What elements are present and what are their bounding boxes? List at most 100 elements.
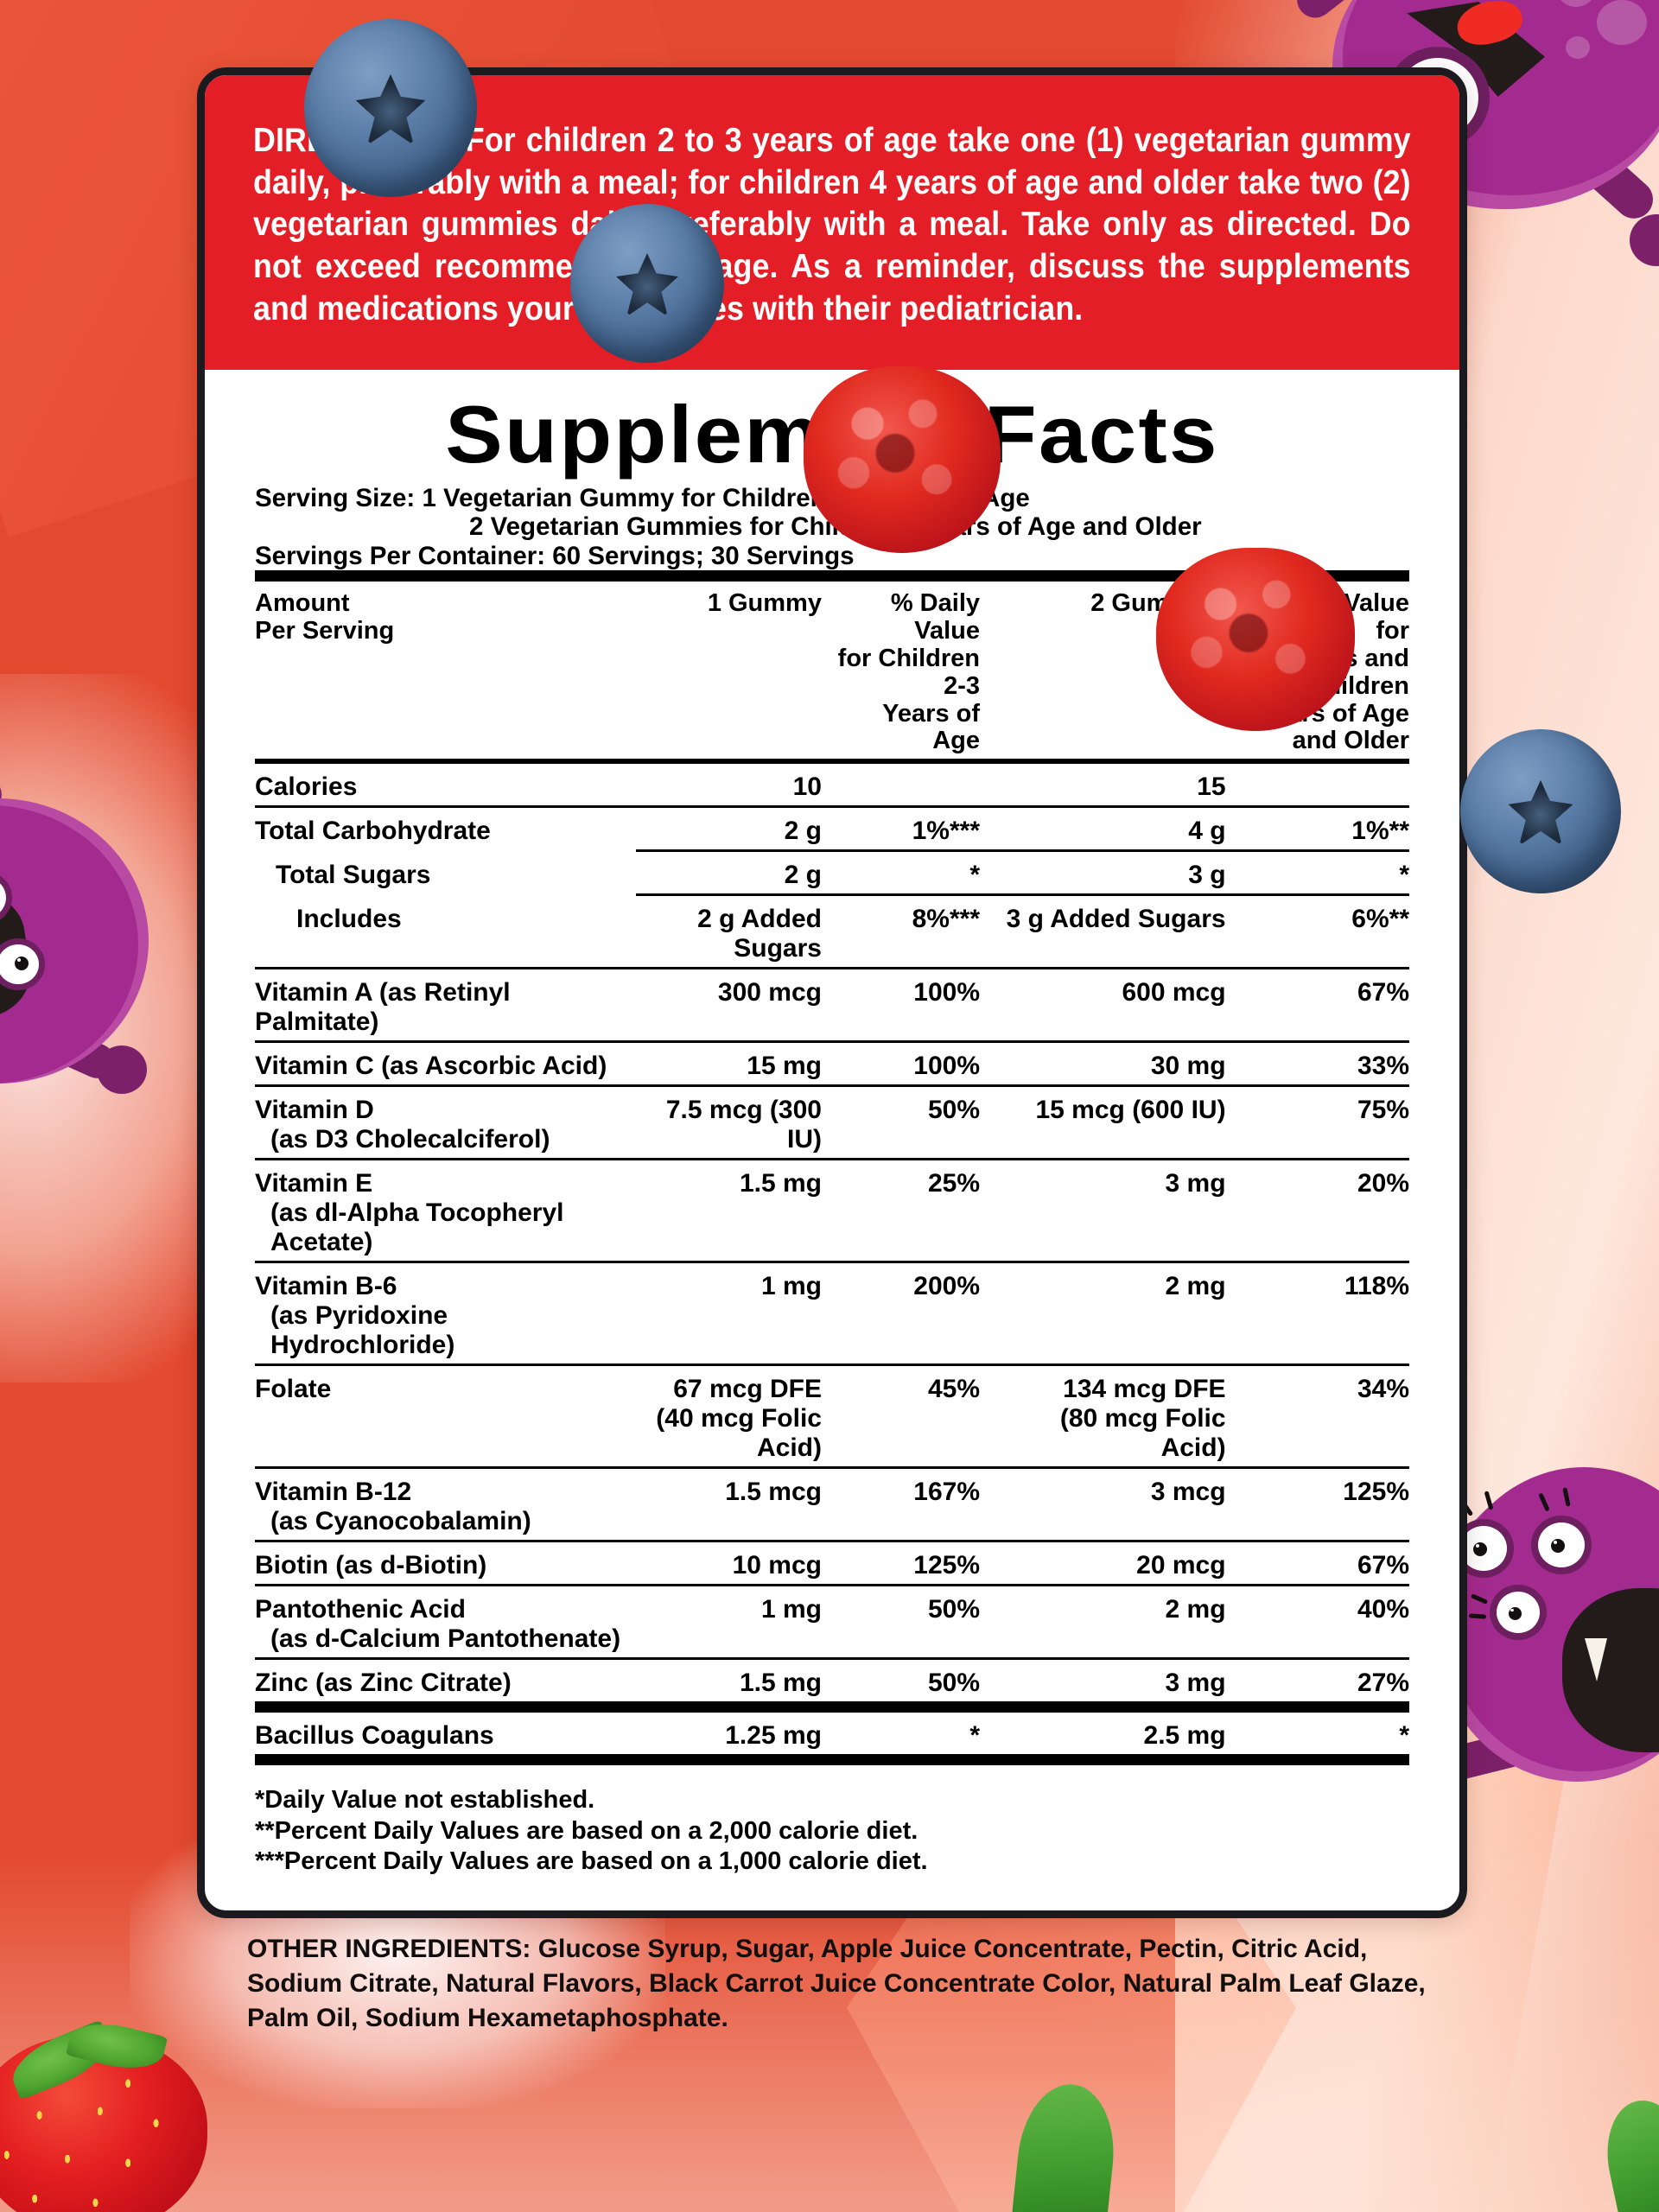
- row-name: Vitamin B-12 (as Cyanocobalamin): [255, 1475, 636, 1541]
- row-b-amount: 4 g: [1188, 817, 1226, 846]
- row-source: (as dl-Alpha Tocopheryl Acetate): [270, 1198, 564, 1257]
- row-source: (as Cyanocobalamin): [270, 1507, 531, 1536]
- row-name: Vitamin D (as D3 Cholecalciferol): [255, 1093, 636, 1160]
- row-b-amount: 134 mcg DFE (80 mcg Folic Acid): [994, 1372, 1236, 1468]
- divider-line: [255, 1657, 1409, 1667]
- table-row-divider: [255, 893, 1409, 903]
- row-a-amount: 1.5 mg: [739, 1669, 822, 1698]
- row-b-dv: 33%: [1357, 1052, 1409, 1081]
- divider-gap: [255, 895, 636, 903]
- table-rule-bottom: [255, 1754, 1409, 1772]
- row-name: Pantothenic Acid (as d-Calcium Pantothena…: [255, 1592, 636, 1659]
- row-b-amount: 3 mcg: [1150, 1478, 1226, 1507]
- table-row: Vitamin C (as Ascorbic Acid) 15 mg 100% 30 …: [255, 1049, 1409, 1086]
- row-a-dv: 8%***: [912, 905, 981, 934]
- row-a-dv: 50%: [927, 1096, 981, 1125]
- monster-spot-icon: [1597, 0, 1647, 45]
- header-col-b-dv-line-4: and Older: [1292, 727, 1409, 755]
- header-amount-line-1: Amount: [255, 588, 350, 617]
- row-b-dv: 40%: [1357, 1595, 1409, 1624]
- row-a-amount: 2 g: [784, 861, 822, 890]
- row-name: Vitamin B-6 (as Pyridoxine Hydrochloride): [255, 1269, 636, 1365]
- row-a-amount: 1.25 mg: [725, 1721, 822, 1751]
- divider-line: [255, 1584, 1409, 1593]
- row-b-amount: 3 g Added Sugars: [1006, 905, 1226, 934]
- row-source: (as D3 Cholecalciferol): [270, 1125, 550, 1154]
- row-a-dv: 25%: [927, 1169, 981, 1198]
- row-b-dv: 67%: [1357, 1551, 1409, 1580]
- row-a-dv: [832, 770, 994, 807]
- table-row-divider: [255, 1540, 1409, 1549]
- monster-spot-icon: [1557, 0, 1595, 7]
- row-name: Includes: [296, 905, 402, 934]
- table-row: Vitamin D (as D3 Cholecalciferol) 7.5 mcg …: [255, 1093, 1409, 1160]
- table-row-divider: [255, 1261, 1409, 1270]
- row-b-amount: 20 mcg: [1136, 1551, 1226, 1580]
- row-a-dv: *: [969, 861, 981, 890]
- row-a-dv: 45%: [927, 1375, 981, 1404]
- divider-line: [255, 1158, 1409, 1167]
- raspberry-image: [804, 366, 1001, 553]
- footnote: ***Percent Daily Values are based on a 1…: [255, 1847, 928, 1876]
- monster-eye-icon: [1531, 1516, 1592, 1574]
- row-name: Total Sugars: [276, 861, 431, 890]
- row-a-amount: 10 mcg: [732, 1551, 822, 1580]
- row-a-amount: 2 g Added Sugars: [697, 905, 822, 963]
- row-name: Calories: [255, 772, 358, 802]
- row-a-amount-secondary: (40 mcg Folic Acid): [656, 1404, 822, 1463]
- divider-line: [635, 849, 1409, 859]
- divider-line: [255, 1084, 1409, 1094]
- divider-line: [255, 967, 1409, 976]
- table-row-divider: [255, 1158, 1409, 1167]
- table-row: Folate 67 mcg DFE (40 mcg Folic Acid) 45% 13…: [255, 1372, 1409, 1468]
- directions-panel: DIRECTIONS: For children 2 to 3 years of…: [205, 75, 1459, 371]
- row-b-amount: 600 mcg: [1122, 978, 1226, 1007]
- table-row: Vitamin A (as Retinyl Palmitate) 300 mcg 1…: [255, 976, 1409, 1042]
- table-row: Pantothenic Acid (as d-Calcium Pantothena…: [255, 1592, 1409, 1659]
- table-row-divider: [255, 1657, 1409, 1667]
- row-b-amount: 3 mg: [1165, 1669, 1226, 1698]
- row-a-amount: 300 mcg: [717, 978, 822, 1007]
- row-source: (as d-Calcium Pantothenate): [270, 1624, 621, 1654]
- blueberry-image: [304, 19, 477, 197]
- row-b-amount: 15: [1197, 772, 1226, 802]
- table-row-divider: [255, 1084, 1409, 1094]
- other-ingredients-label: OTHER INGREDIENTS:: [247, 1935, 531, 1963]
- table-row: Total Carbohydrate 2 g 1%*** 4 g 1%**: [255, 814, 1409, 851]
- footnotes-block: *Daily Value not established. **Percent D…: [255, 1771, 1409, 1877]
- header-col-a-dv-line-2: for Children: [837, 644, 981, 672]
- row-name: Bacillus Coagulans: [255, 1721, 494, 1751]
- divider-line: [635, 893, 1409, 903]
- divider-gap: [255, 851, 636, 859]
- row-a-amount: 1.5 mg: [739, 1169, 822, 1198]
- row-a-amount: 7.5 mcg (300 IU): [665, 1096, 822, 1154]
- divider-line: [255, 1540, 1409, 1549]
- header-col-a-dv-line-1: % Daily Value: [890, 588, 981, 645]
- header-col-a-dv-line-3: 2-3: [944, 671, 981, 700]
- monster-eye-icon: [0, 938, 45, 990]
- row-b-dv: 75%: [1357, 1096, 1409, 1125]
- table-row-divider: [255, 1584, 1409, 1593]
- table-row: Zinc (as Zinc Citrate) 1.5 mg 50% 3 mg 27%: [255, 1666, 1409, 1707]
- monster-hand-icon: [1630, 214, 1659, 266]
- directions-text: DIRECTIONS: For children 2 to 3 years of…: [253, 120, 1411, 330]
- divider-line: [255, 1363, 1409, 1373]
- row-b-dv: 20%: [1357, 1169, 1409, 1198]
- row-a-dv: 1%***: [912, 817, 981, 846]
- table-row: Includes 2 g Added Sugars 8%*** 3 g Added S…: [255, 902, 1409, 969]
- header-col-a-dv-line-4: Years of Age: [882, 699, 981, 755]
- row-b-dv: [1236, 770, 1409, 807]
- row-a-dv: *: [969, 1721, 981, 1751]
- table-row-divider: [255, 1363, 1409, 1373]
- row-b-amount: 30 mg: [1150, 1052, 1226, 1081]
- divider-line: [255, 805, 1409, 815]
- row-a-dv: 100%: [913, 1052, 981, 1081]
- supplement-label-card: DIRECTIONS: For children 2 to 3 years of…: [197, 67, 1467, 1918]
- row-b-amount: 2 mg: [1165, 1272, 1226, 1301]
- supplement-facts-table: Amount Per Serving 1 Gummy % Daily Value…: [255, 570, 1409, 1772]
- blueberry-image: [1460, 729, 1621, 893]
- row-b-dv: 34%: [1357, 1375, 1409, 1404]
- header-amount-line-2: Per Serving: [255, 616, 395, 645]
- row-b-dv: 67%: [1357, 978, 1409, 1007]
- row-b-amount: 15 mcg (600 IU): [1035, 1096, 1226, 1125]
